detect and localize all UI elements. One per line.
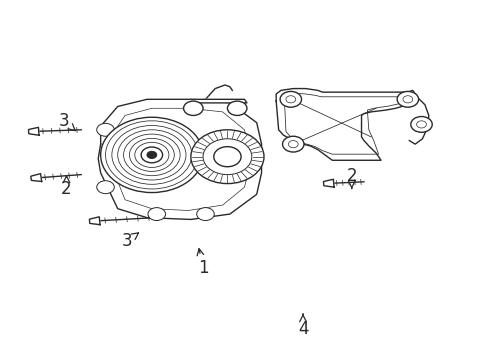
Polygon shape xyxy=(98,99,261,220)
Circle shape xyxy=(147,151,157,158)
Circle shape xyxy=(183,101,203,116)
Circle shape xyxy=(148,208,165,221)
Circle shape xyxy=(280,91,301,107)
Polygon shape xyxy=(408,96,428,144)
Circle shape xyxy=(410,117,431,132)
Circle shape xyxy=(101,117,203,193)
Polygon shape xyxy=(31,174,41,181)
Circle shape xyxy=(97,123,114,136)
Polygon shape xyxy=(28,127,39,135)
Circle shape xyxy=(196,208,214,221)
Polygon shape xyxy=(276,89,414,160)
Circle shape xyxy=(203,139,251,175)
Circle shape xyxy=(396,91,418,107)
Text: 3: 3 xyxy=(59,112,75,131)
Circle shape xyxy=(190,130,264,184)
Polygon shape xyxy=(190,99,246,103)
Text: 1: 1 xyxy=(197,249,208,277)
Text: 4: 4 xyxy=(297,314,307,338)
Polygon shape xyxy=(89,217,100,225)
Circle shape xyxy=(141,147,162,163)
Text: 3: 3 xyxy=(122,232,138,250)
Text: 2: 2 xyxy=(346,167,356,188)
Circle shape xyxy=(97,181,114,194)
Polygon shape xyxy=(323,179,333,187)
Text: 2: 2 xyxy=(61,176,72,198)
Circle shape xyxy=(213,147,241,167)
Circle shape xyxy=(282,136,304,152)
Circle shape xyxy=(227,101,246,116)
